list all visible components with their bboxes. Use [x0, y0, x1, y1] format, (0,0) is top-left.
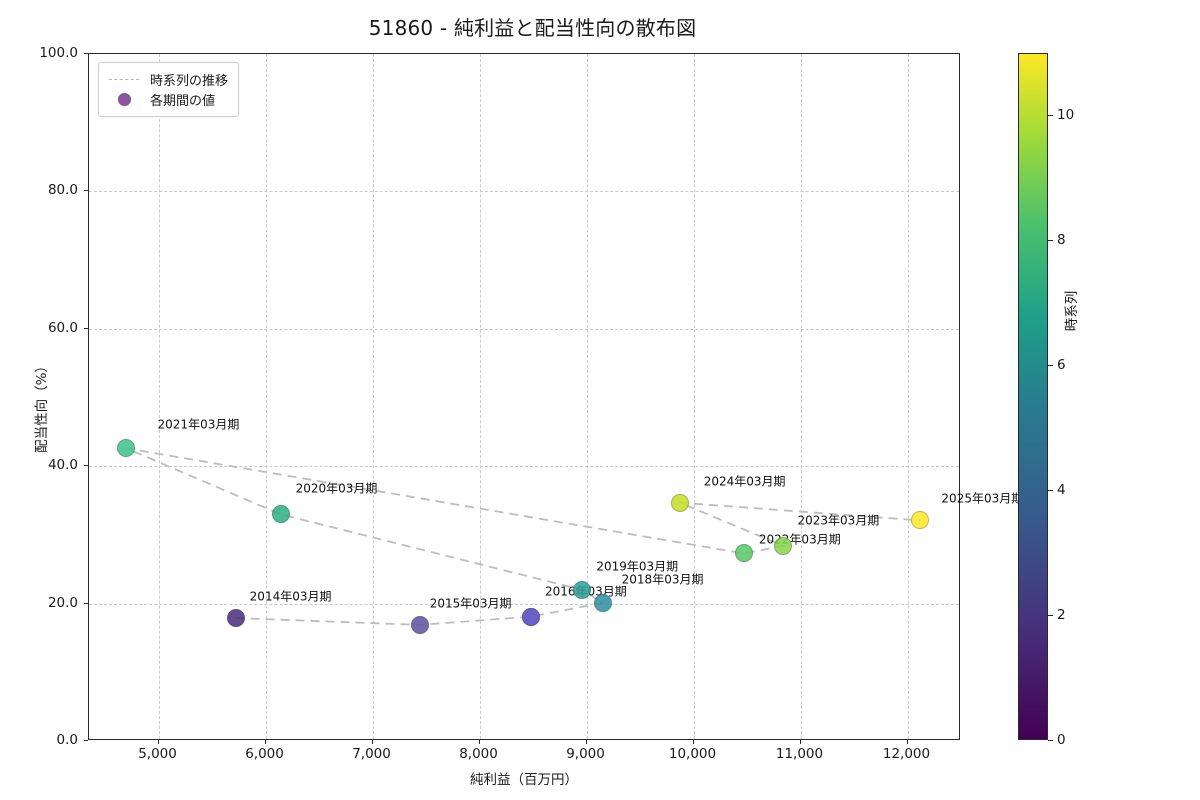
y-tick-mark	[84, 327, 88, 329]
x-tick-label: 12,000	[882, 746, 931, 762]
y-tick-label: 20.0	[47, 594, 78, 611]
gridline-horizontal	[89, 191, 959, 193]
gridline-vertical	[479, 54, 481, 739]
colorbar-tick-label: 0	[1057, 732, 1066, 748]
colorbar-tick-mark	[1048, 240, 1053, 242]
y-tick-mark	[84, 465, 88, 467]
colorbar-tick-label: 8	[1057, 232, 1066, 249]
y-tick-label: 80.0	[47, 182, 78, 199]
y-tick-mark	[84, 190, 88, 192]
x-tick-mark	[799, 740, 801, 744]
y-tick-label: 40.0	[47, 457, 78, 474]
data-point-label: 2020年03月期	[295, 481, 378, 496]
y-axis-label: 配当性向（%）	[34, 359, 50, 453]
data-point[interactable]	[117, 439, 136, 458]
x-tick-mark	[371, 740, 373, 744]
gridline-vertical	[586, 54, 588, 739]
data-point-label: 2015年03月期	[429, 596, 512, 611]
x-tick-mark	[157, 740, 159, 744]
gridline-vertical	[265, 54, 267, 739]
data-point[interactable]	[774, 536, 793, 555]
colorbar-label: 時系列	[1064, 290, 1080, 332]
trend-path	[126, 447, 921, 626]
colorbar-tick-label: 6	[1057, 357, 1066, 374]
y-tick-mark	[84, 740, 88, 741]
gridline-vertical	[372, 54, 374, 739]
gridline-horizontal	[89, 328, 959, 330]
x-tick-label: 11,000	[775, 746, 824, 762]
data-point-label: 2025年03月期	[941, 491, 1024, 506]
colorbar	[1018, 53, 1048, 740]
legend-label-trend: 時系列の推移	[150, 73, 229, 89]
data-point[interactable]	[226, 609, 245, 628]
x-tick-label: 5,000	[138, 746, 177, 762]
x-tick-label: 6,000	[245, 746, 284, 762]
gridline-vertical	[158, 54, 160, 739]
gridline-vertical	[693, 54, 695, 739]
x-tick-label: 9,000	[566, 746, 605, 762]
colorbar-tick-label: 10	[1057, 107, 1075, 124]
x-tick-label: 7,000	[352, 746, 391, 762]
data-point-label: 2024年03月期	[703, 474, 786, 489]
x-tick-mark	[264, 740, 266, 744]
colorbar-tick-mark	[1048, 490, 1053, 492]
gridline-horizontal	[89, 603, 959, 605]
x-tick-label: 8,000	[459, 746, 498, 762]
plot-area: 2014年03月期2015年03月期2016年03月期2018年03月期2019…	[88, 53, 1023, 740]
data-point-label: 2018年03月期	[621, 572, 704, 587]
y-tick-mark	[84, 53, 88, 54]
colorbar-tick-mark	[1048, 615, 1053, 617]
data-point[interactable]	[911, 511, 930, 530]
legend-label-values: 各期間の値	[150, 93, 216, 109]
x-tick-mark	[906, 740, 908, 744]
x-tick-mark	[478, 740, 480, 744]
data-point[interactable]	[521, 607, 540, 626]
gridline-horizontal	[89, 466, 959, 468]
colorbar-tick-mark	[1048, 365, 1053, 367]
y-tick-mark	[84, 602, 88, 604]
data-point-label: 2019年03月期	[596, 559, 679, 574]
legend-item-values: 各期間の値	[107, 89, 228, 109]
colorbar-tick-label: 4	[1057, 482, 1066, 499]
data-point[interactable]	[410, 615, 429, 634]
x-tick-label: 10,000	[668, 746, 717, 762]
colorbar-tick-label: 2	[1057, 607, 1066, 624]
page-title: 51860 - 純利益と配当性向の散布図	[368, 16, 697, 40]
data-point[interactable]	[670, 493, 689, 512]
data-point[interactable]	[734, 544, 753, 563]
data-point-label: 2023年03月期	[797, 513, 880, 528]
chart-legend: 時系列の推移 各期間の値	[98, 62, 240, 117]
colorbar-gradient	[1018, 53, 1048, 740]
x-axis-label: 純利益（百万円）	[470, 772, 578, 788]
colorbar-tick-mark	[1048, 740, 1053, 741]
dashed-line-icon	[107, 78, 141, 80]
gridline-vertical	[800, 54, 802, 739]
data-point[interactable]	[593, 593, 612, 612]
data-point-label: 2022年03月期	[758, 532, 841, 547]
time-series-trend-line	[126, 447, 921, 626]
colorbar-tick-mark	[1048, 115, 1053, 117]
x-tick-mark	[585, 740, 587, 744]
x-tick-mark	[692, 740, 694, 744]
gridline-vertical	[907, 54, 909, 739]
data-point-label: 2014年03月期	[249, 589, 332, 604]
legend-item-trend: 時系列の推移	[107, 69, 228, 89]
data-point-label: 2021年03月期	[157, 417, 240, 432]
circle-marker-icon	[107, 92, 141, 106]
data-points-layer: 2014年03月期2015年03月期2016年03月期2018年03月期2019…	[89, 54, 1023, 739]
y-tick-label: 0.0	[56, 732, 78, 748]
data-point[interactable]	[573, 580, 592, 599]
y-tick-label: 100.0	[39, 45, 78, 61]
data-point[interactable]	[271, 505, 290, 524]
y-tick-label: 60.0	[47, 319, 78, 336]
